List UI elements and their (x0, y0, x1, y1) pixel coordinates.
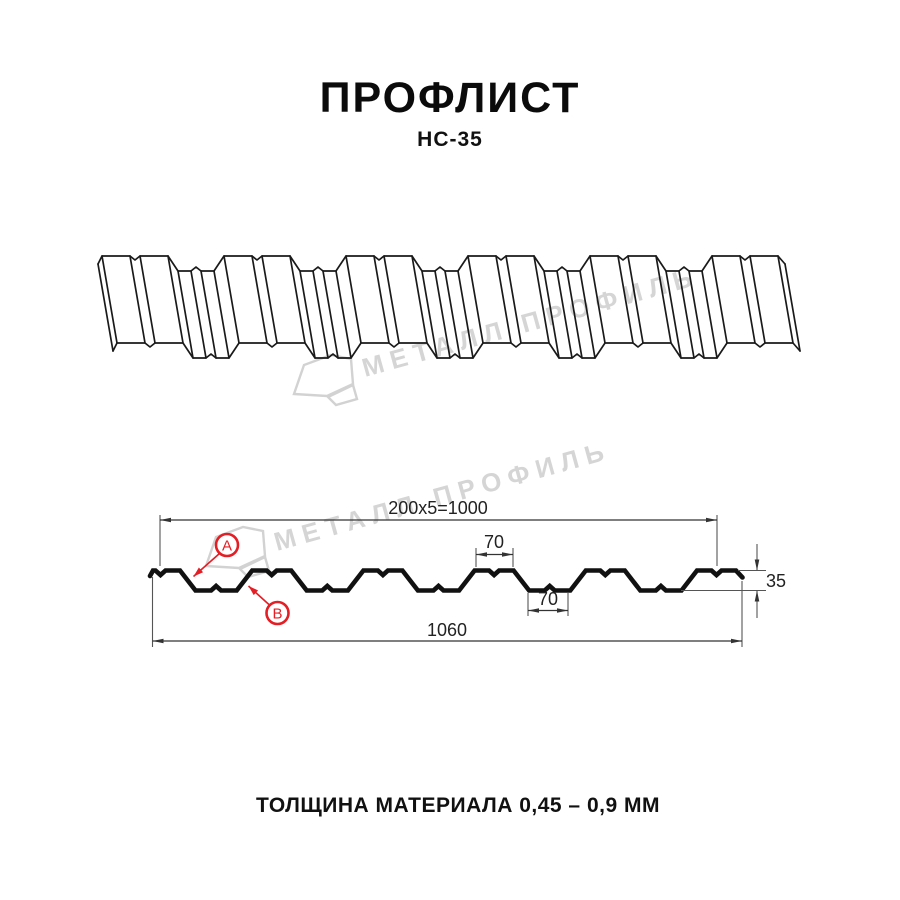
page-title: ПРОФЛИСТ (319, 74, 581, 122)
watermark-text: МЕТАЛЛ ПРОФИЛЬ (271, 435, 614, 557)
dim-height-label: 35 (766, 571, 786, 591)
dim-working-width-label: 200x5=1000 (388, 498, 488, 518)
watermark-text: МЕТАЛЛ ПРОФИЛЬ (359, 261, 702, 383)
dim-valley-width-label: 70 (538, 589, 558, 609)
face-annotations (192, 532, 290, 626)
label-a-circle (214, 532, 240, 558)
iso-front-edge (112, 342, 801, 359)
label-face-a: А (222, 538, 232, 555)
section-profile-drawing (147, 568, 745, 593)
metall-profil-logo-icon (292, 353, 359, 407)
thickness-note: ТОЛЩИНА МАТЕРИАЛА 0,45 – 0,9 ММ (256, 794, 660, 817)
page-subtitle: НС-35 (417, 128, 483, 151)
dimension-lines (151, 515, 766, 647)
label-b-circle (265, 600, 290, 626)
dim-total-width-label: 1060 (427, 620, 467, 640)
section-profile-path (147, 568, 745, 593)
iso-back-edge (97, 255, 786, 272)
dim-crest-width-label: 70 (484, 532, 504, 552)
iso-sheet-drawing (97, 255, 801, 359)
label-face-b: В (272, 606, 282, 623)
